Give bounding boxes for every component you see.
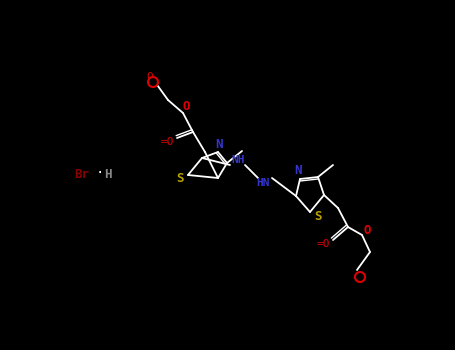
Text: NH: NH xyxy=(231,155,245,165)
Text: ⋅: ⋅ xyxy=(96,166,104,180)
Text: O: O xyxy=(147,72,153,82)
Circle shape xyxy=(355,272,365,282)
Text: O: O xyxy=(182,99,190,112)
Circle shape xyxy=(148,77,158,87)
Text: S: S xyxy=(314,210,322,223)
Text: Br: Br xyxy=(75,168,90,182)
Text: O: O xyxy=(363,224,371,237)
Text: HN: HN xyxy=(256,178,270,188)
Text: N: N xyxy=(294,164,302,177)
Text: N: N xyxy=(215,138,223,150)
Text: =O: =O xyxy=(160,137,174,147)
Text: H: H xyxy=(104,168,112,182)
Text: =O: =O xyxy=(316,239,330,249)
Text: S: S xyxy=(176,173,184,186)
